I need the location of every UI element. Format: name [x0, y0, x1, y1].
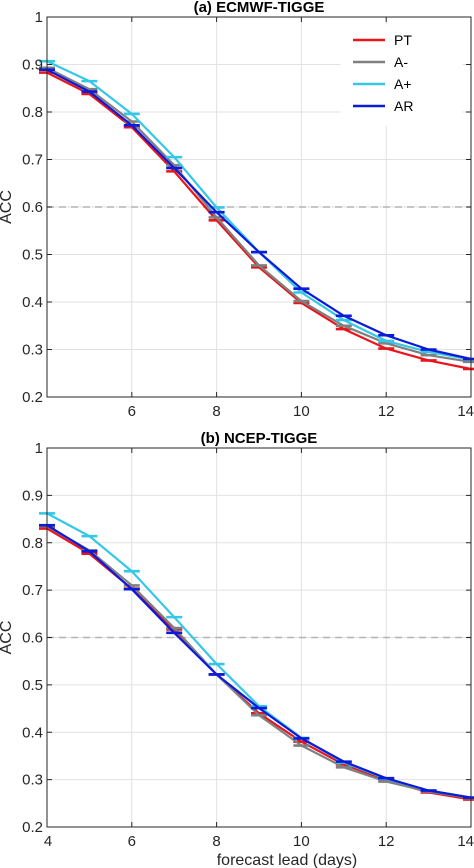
y-tick-label: 0.5 — [22, 247, 43, 264]
x-tick-label: 10 — [293, 403, 310, 420]
panel-b: 4 6 8 10 12 14 0.2 0.3 0.4 0.5 0.6 0.7 0.8 0.9 1 (b) NC… — [0, 430, 474, 868]
x-axis-label: forecast lead (days) — [217, 852, 358, 868]
chart-title: (a) ECMWF-TIGGE — [194, 0, 325, 16]
y-tick-label: 0.6 — [22, 630, 43, 647]
x-tick-label: 12 — [378, 403, 395, 420]
y-tick-label: 0.6 — [22, 199, 43, 216]
x-tick-label: 8 — [212, 833, 220, 850]
y-tick-label: 1 — [35, 440, 43, 457]
x-tick-label: 14 — [457, 403, 474, 420]
y-tick-label: 0.9 — [22, 487, 43, 504]
y-tick-label: 0.4 — [22, 724, 43, 741]
x-tick-label: 4 — [44, 833, 52, 850]
y-tick-label: 0.4 — [22, 294, 43, 311]
x-tick-label: 10 — [293, 833, 310, 850]
y-tick-label: 0.3 — [22, 772, 43, 789]
legend-label-PT: PT — [394, 32, 412, 48]
legend-label-A-: A- — [394, 54, 408, 70]
y-axis-label: ACC — [0, 621, 15, 655]
x-tick-label: 6 — [128, 833, 136, 850]
x-tick-label: 14 — [457, 833, 474, 850]
x-tick-label: 8 — [212, 403, 220, 420]
legend-label-AR: AR — [394, 98, 413, 114]
y-tick-label: 0.9 — [22, 57, 43, 74]
panel-a: 6 8 10 12 14 0.2 0.3 0.4 0.5 0.6 0.7 0.8 0.9 1 (a) ECM… — [0, 0, 474, 420]
y-tick-label: 0.2 — [22, 389, 43, 406]
y-tick-label: 0.8 — [22, 535, 43, 552]
legend-label-A+: A+ — [394, 76, 412, 92]
chart-title: (b) NCEP-TIGGE — [201, 430, 318, 447]
x-tick-label: 6 — [128, 403, 136, 420]
y-tick-label: 0.2 — [22, 819, 43, 836]
x-tick-label: 12 — [378, 833, 395, 850]
y-axis-label: ACC — [0, 190, 15, 224]
y-tick-label: 0.5 — [22, 677, 43, 694]
legend-box — [340, 24, 463, 126]
y-tick-label: 1 — [35, 9, 43, 26]
y-tick-label: 0.7 — [22, 152, 43, 169]
y-tick-label: 0.7 — [22, 582, 43, 599]
y-tick-label: 0.8 — [22, 104, 43, 121]
y-tick-label: 0.3 — [22, 342, 43, 359]
